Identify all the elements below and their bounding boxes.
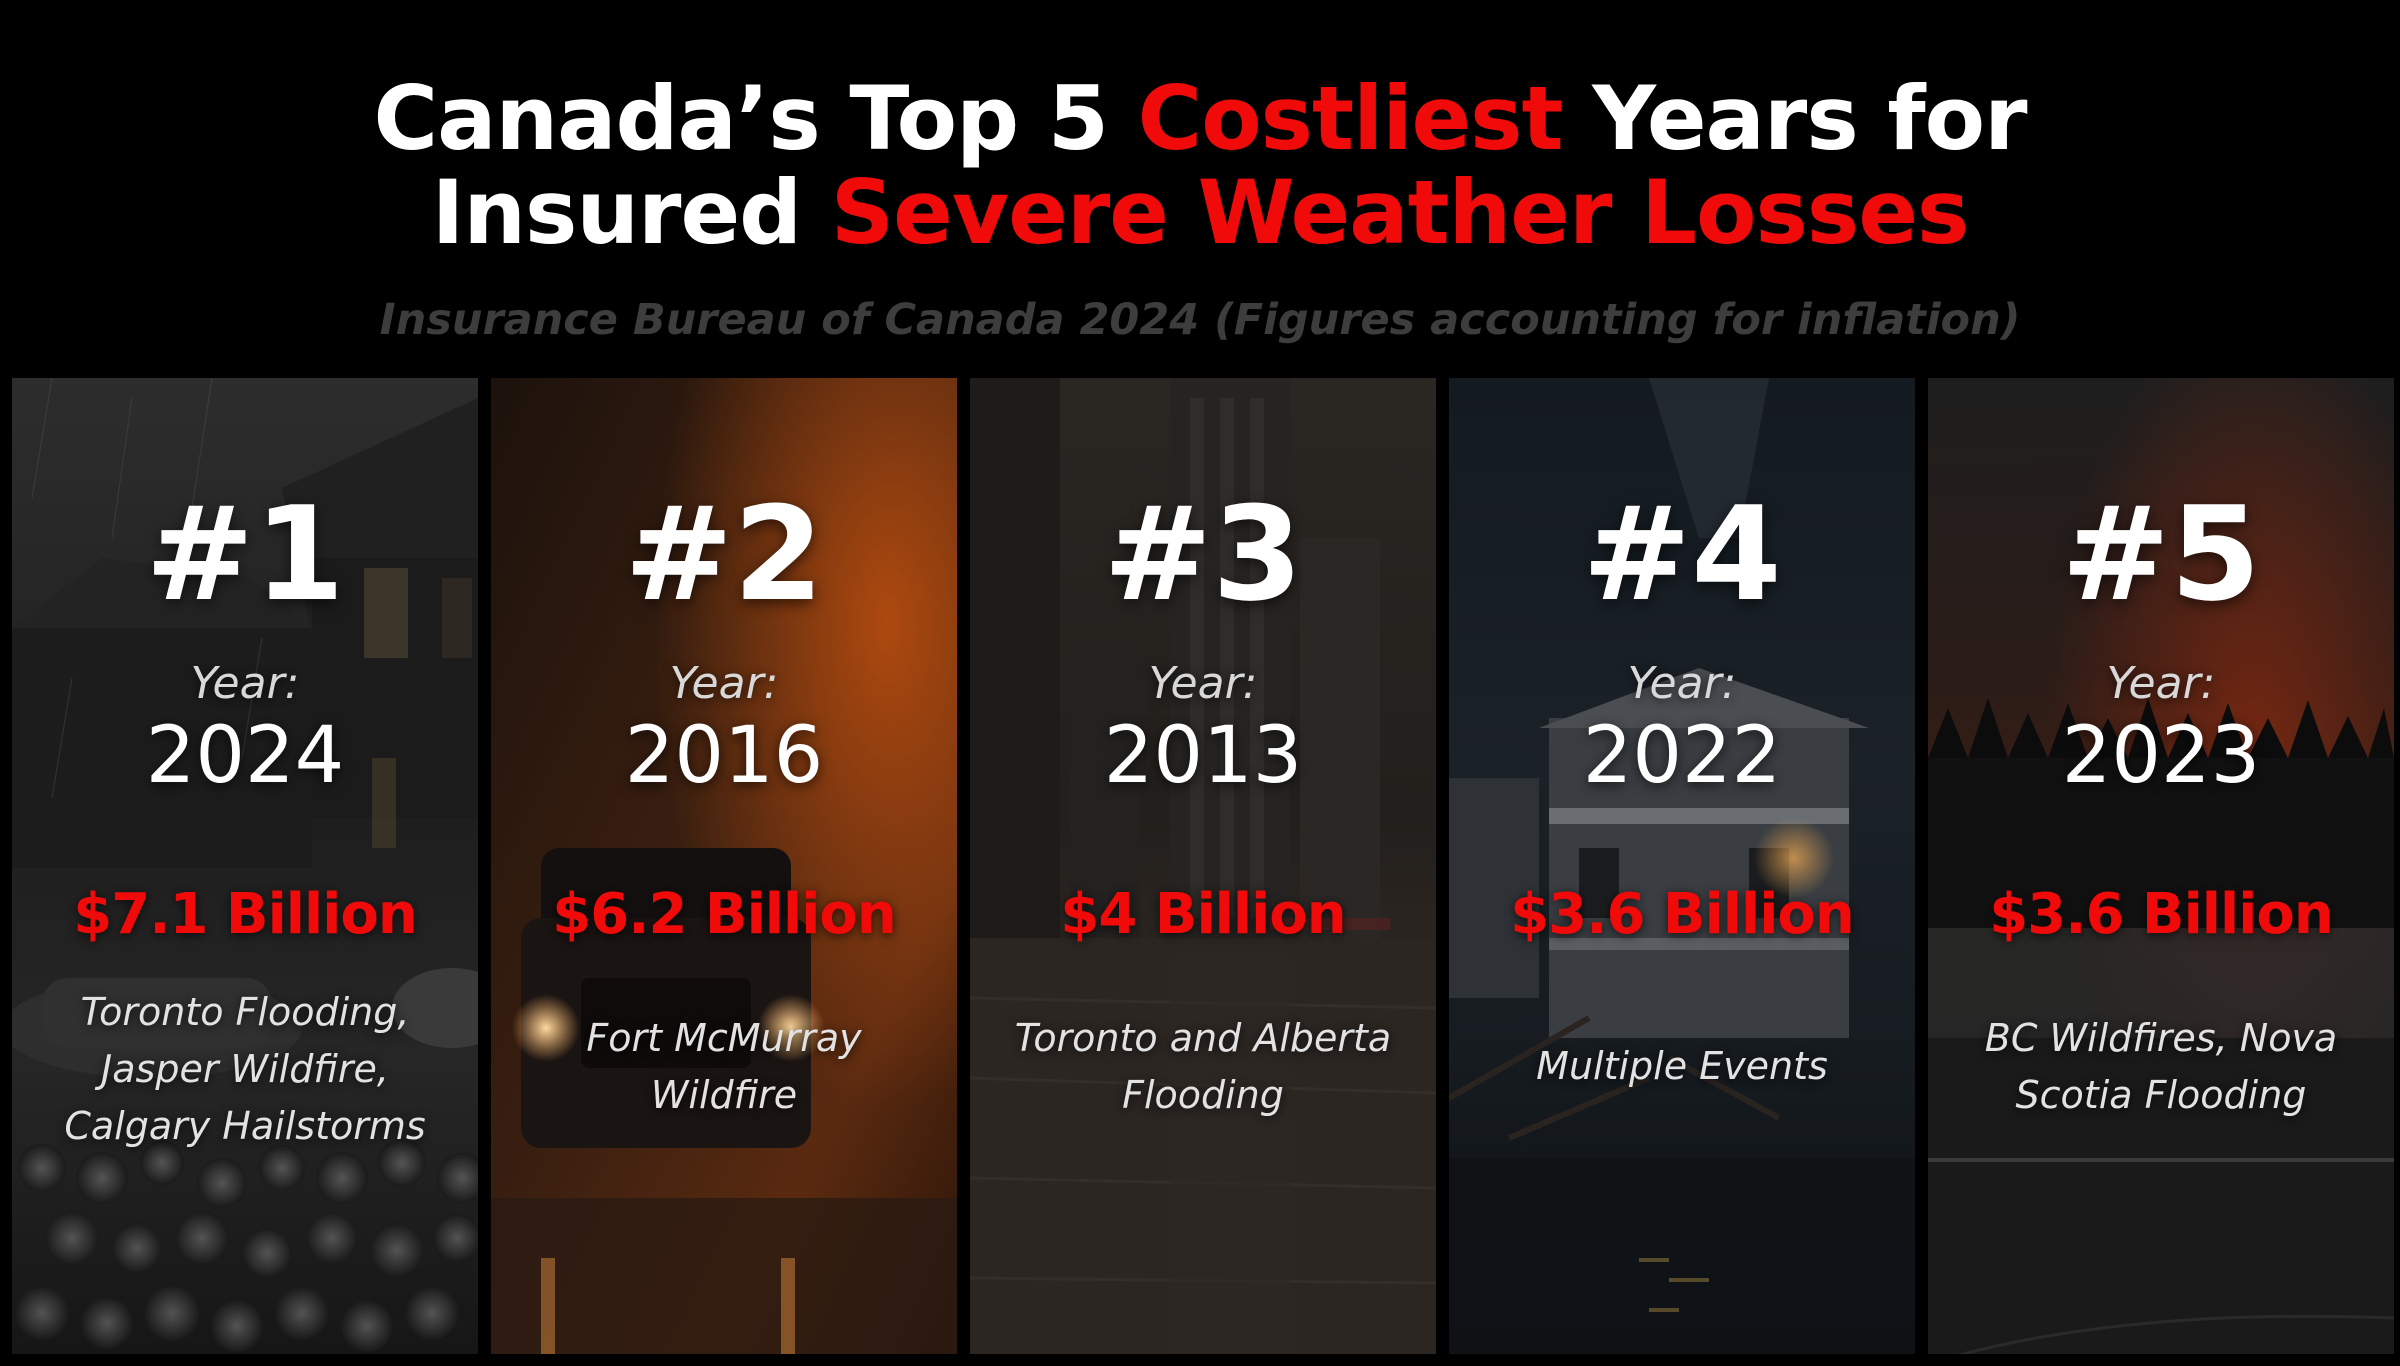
title-text: Years for — [1562, 67, 2027, 170]
panel-content: #4 Year: 2022 $3.6 Billion Multiple Even… — [1449, 378, 1915, 1354]
loss-amount: $3.6 Billion — [1989, 882, 2333, 947]
loss-amount: $6.2 Billion — [552, 882, 896, 947]
loss-amount: $4 Billion — [1060, 882, 1346, 947]
loss-amount: $3.6 Billion — [1510, 882, 1854, 947]
source-subtitle: Insurance Bureau of Canada 2024 (Figures… — [379, 295, 2021, 345]
title-line-1: Canada’s Top 5 Costliest Years for — [0, 72, 2400, 166]
title-accent: Costliest — [1137, 67, 1564, 170]
wildfire-forest-background-image — [1928, 378, 2394, 1354]
year-caption: Year: — [2106, 658, 2216, 709]
title-text: Insured — [431, 161, 831, 264]
year-value: 2022 — [1582, 711, 1782, 801]
rank-label: #5 — [2061, 478, 2261, 630]
event-description: Multiple Events — [1469, 1038, 1895, 1095]
event-description: Fort McMurray Wildfire — [511, 1010, 937, 1124]
wildfire-truck-background-image — [491, 378, 957, 1354]
year-value: 2024 — [145, 711, 345, 801]
rank-label: #2 — [624, 478, 824, 630]
flooded-city-background-image — [970, 378, 1436, 1354]
panel-rank-5: #5 Year: 2023 $3.6 Billion BC Wildfires,… — [1928, 378, 2394, 1354]
description-line: Calgary Hailstorms — [64, 1104, 426, 1148]
panel-rank-3: #3 Year: 2013 $4 Billion Toronto and Alb… — [970, 378, 1436, 1354]
tornado-house-background-image — [1449, 378, 1915, 1354]
year-value: 2016 — [624, 711, 824, 801]
panel-rank-2: #2 Year: 2016 $6.2 Billion Fort McMurray… — [491, 378, 957, 1354]
description-line: BC Wildfires, Nova — [1984, 1016, 2338, 1060]
year-caption: Year: — [669, 658, 779, 709]
header: Canada’s Top 5 Costliest Years for Insur… — [0, 0, 2400, 372]
description-line: Multiple Events — [1536, 1044, 1828, 1088]
description-line: Wildfire — [650, 1073, 798, 1117]
title-line-2: Insured Severe Weather Losses — [0, 166, 2400, 260]
description-line: Flooding — [1122, 1073, 1284, 1117]
rank-label: #3 — [1103, 478, 1303, 630]
panel-rank-4: #4 Year: 2022 $3.6 Billion Multiple Even… — [1449, 378, 1915, 1354]
storm-house-background-image — [12, 378, 478, 1354]
panel-content: #1 Year: 2024 $7.1 Billion Toronto Flood… — [12, 378, 478, 1354]
panel-content: #3 Year: 2013 $4 Billion Toronto and Alb… — [970, 378, 1436, 1354]
year-caption: Year: — [190, 658, 300, 709]
title-accent: Severe Weather Losses — [830, 161, 1970, 264]
description-line: Toronto Flooding, — [80, 990, 410, 1034]
loss-amount: $7.1 Billion — [73, 882, 417, 947]
year-value: 2023 — [2061, 711, 2261, 801]
year-caption: Year: — [1148, 658, 1258, 709]
panels-row: #1 Year: 2024 $7.1 Billion Toronto Flood… — [12, 378, 2394, 1354]
page-title: Canada’s Top 5 Costliest Years for Insur… — [0, 72, 2400, 260]
description-line: Scotia Flooding — [2015, 1073, 2307, 1117]
panel-rank-1: #1 Year: 2024 $7.1 Billion Toronto Flood… — [12, 378, 478, 1354]
description-line: Fort McMurray — [586, 1016, 862, 1060]
description-line: Jasper Wildfire, — [101, 1047, 389, 1091]
rank-label: #4 — [1582, 478, 1782, 630]
event-description: Toronto Flooding, Jasper Wildfire, Calga… — [32, 984, 458, 1155]
event-description: Toronto and Alberta Flooding — [990, 1010, 1416, 1124]
rank-label: #1 — [145, 478, 345, 630]
year-value: 2013 — [1103, 711, 1303, 801]
title-text: Canada’s Top 5 — [373, 67, 1138, 170]
year-caption: Year: — [1627, 658, 1737, 709]
panel-content: #2 Year: 2016 $6.2 Billion Fort McMurray… — [491, 378, 957, 1354]
event-description: BC Wildfires, Nova Scotia Flooding — [1948, 1010, 2374, 1124]
panel-content: #5 Year: 2023 $3.6 Billion BC Wildfires,… — [1928, 378, 2394, 1354]
description-line: Toronto and Alberta — [1014, 1016, 1392, 1060]
